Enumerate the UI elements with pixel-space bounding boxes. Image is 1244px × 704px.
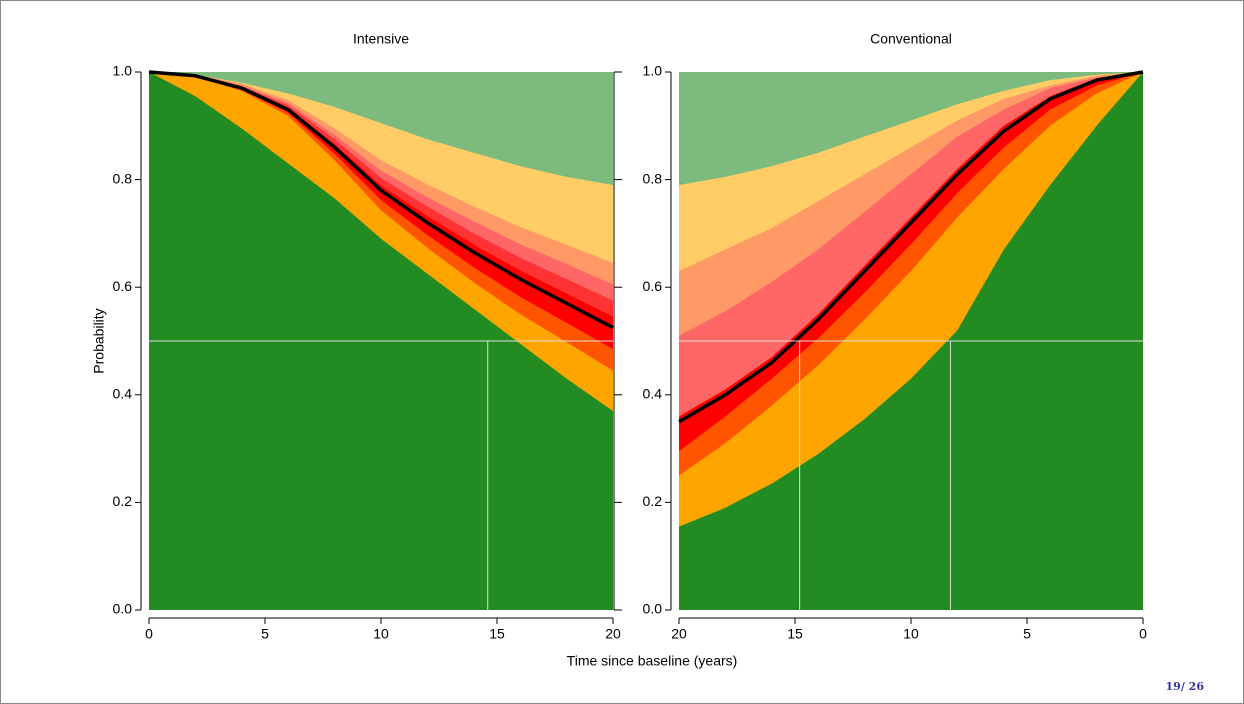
- y-tick-label: 1.0: [113, 63, 133, 79]
- x-tick-label: 20: [605, 626, 621, 642]
- y-tick-label: 0.4: [643, 386, 663, 402]
- x-tick-label: 20: [671, 626, 687, 642]
- y-tick-label: 0.8: [643, 170, 663, 186]
- x-tick-label: 0: [1139, 626, 1147, 642]
- x-tick-label: 5: [261, 626, 269, 642]
- x-tick-label: 5: [1023, 626, 1031, 642]
- y-tick-label: 0.6: [643, 278, 663, 294]
- y-tick-label: 0.0: [643, 601, 663, 617]
- y-tick-label: 0.2: [113, 493, 133, 509]
- y-tick-label: 0.0: [113, 601, 133, 617]
- x-axis-label: Time since baseline (years): [567, 653, 738, 669]
- area-band: [679, 72, 1143, 610]
- y-tick-label: 0.6: [113, 278, 133, 294]
- x-tick-label: 15: [489, 626, 505, 642]
- x-tick-label: 15: [787, 626, 803, 642]
- y-tick-label: 0.4: [113, 386, 133, 402]
- survival-line: [148, 70, 614, 330]
- x-tick-label: 0: [145, 626, 153, 642]
- y-tick-label: 1.0: [643, 63, 663, 79]
- page-number: 19/ 26: [1166, 680, 1205, 693]
- x-tick-label: 10: [903, 626, 919, 642]
- panel-title: Conventional: [870, 31, 952, 47]
- y-tick-label: 0.2: [643, 493, 663, 509]
- x-tick-label: 10: [373, 626, 389, 642]
- y-axis-label: Probability: [91, 308, 107, 373]
- panel-title: Intensive: [353, 31, 409, 47]
- survival-line: [678, 70, 1144, 424]
- y-tick-label: 0.8: [113, 170, 133, 186]
